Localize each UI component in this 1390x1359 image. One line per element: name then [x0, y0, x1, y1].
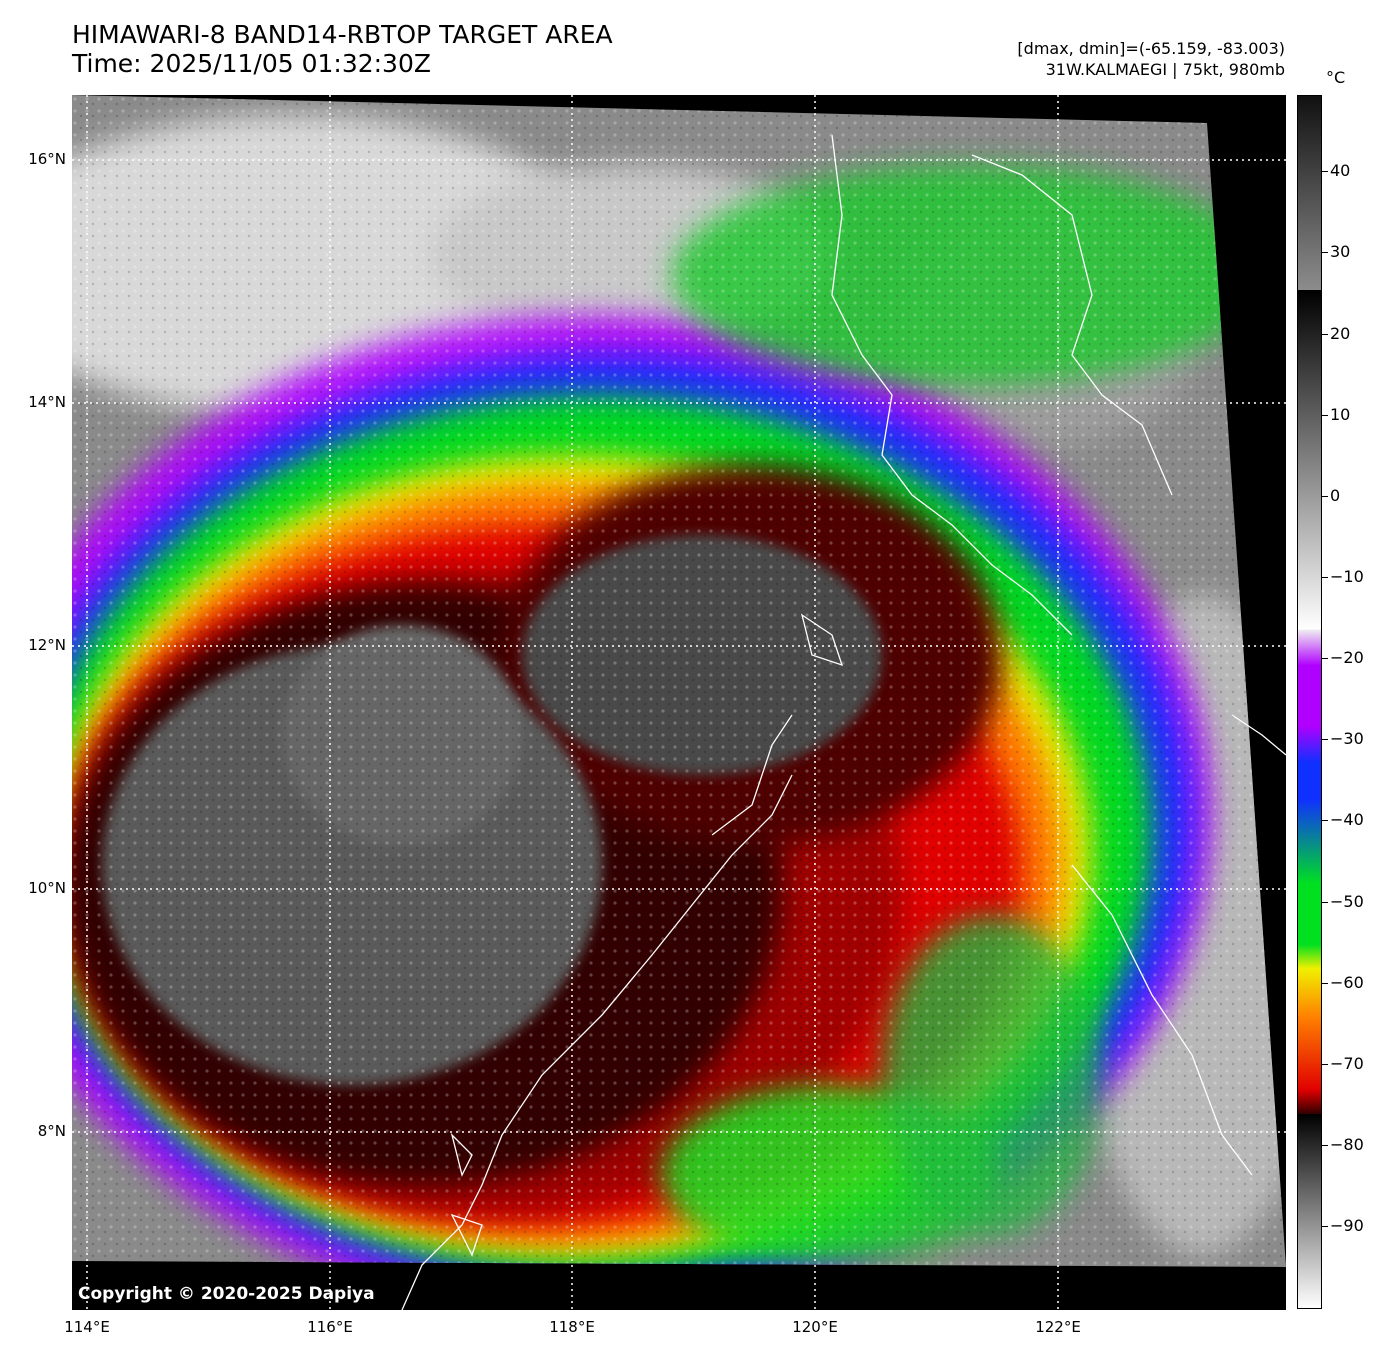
lon-label-114e: 114°E — [64, 1318, 110, 1336]
lon-label-116e: 116°E — [307, 1318, 353, 1336]
colorbar-tick-label: −20 — [1330, 648, 1364, 668]
storm-name-intensity: 31W.KALMAEGI | 75kt, 980mb — [1045, 60, 1285, 79]
lon-label-120e: 120°E — [792, 1318, 838, 1336]
lat-label-12n: 12°N — [28, 636, 66, 654]
colorbar-tick-label: −30 — [1330, 729, 1364, 749]
colorbar-tick-label: 20 — [1330, 323, 1351, 343]
colorbar-tick-mark — [1322, 495, 1328, 497]
lat-label-10n: 10°N — [28, 879, 66, 897]
colorbar-tick-mark — [1322, 577, 1328, 579]
colorbar-tick-label: 10 — [1330, 404, 1351, 424]
colorbar-tick-label: −50 — [1330, 891, 1364, 911]
storm-info: [dmax, dmin]=(-65.159, -83.003) 31W.KALM… — [1017, 38, 1285, 80]
colorbar-tick-mark — [1322, 252, 1328, 254]
chart-title: HIMAWARI-8 BAND14-RBTOP TARGET AREA Time… — [72, 20, 613, 78]
colorbar-tick-label: −10 — [1330, 567, 1364, 587]
lon-label-122e: 122°E — [1035, 1318, 1081, 1336]
cloud-top-field — [72, 95, 1286, 1267]
temperature-colorbar — [1297, 95, 1322, 1309]
colorbar-tick-mark — [1322, 739, 1328, 741]
colorbar-tick-mark — [1322, 333, 1328, 335]
colorbar-tick-mark — [1322, 1063, 1328, 1065]
dmax-dmin-readout: [dmax, dmin]=(-65.159, -83.003) — [1017, 39, 1285, 58]
lat-label-16n: 16°N — [28, 150, 66, 168]
colorbar-tick-label: 30 — [1330, 242, 1351, 262]
colorbar-tick-mark — [1322, 1145, 1328, 1147]
coastlines — [401, 134, 1286, 1310]
colorbar-tick-label: −40 — [1330, 810, 1364, 830]
colorbar-tick-mark — [1322, 820, 1328, 822]
title-line-1: HIMAWARI-8 BAND14-RBTOP TARGET AREA — [72, 20, 613, 49]
colorbar-tick-label: 0 — [1330, 485, 1341, 505]
colorbar-tick-label: −60 — [1330, 972, 1364, 992]
colorbar-unit: °C — [1326, 68, 1346, 87]
colorbar-tick-label: −80 — [1330, 1135, 1364, 1155]
lon-label-118e: 118°E — [549, 1318, 595, 1336]
satellite-image — [72, 95, 1286, 1310]
colorbar-tick-mark — [1322, 414, 1328, 416]
lat-label-8n: 8°N — [37, 1122, 66, 1140]
colorbar-tick-mark — [1322, 171, 1328, 173]
copyright-notice: Copyright © 2020-2025 Dapiya — [78, 1284, 375, 1304]
colorbar-tick-mark — [1322, 901, 1328, 903]
colorbar-tick-mark — [1322, 658, 1328, 660]
graticule — [72, 95, 1286, 1310]
lat-label-14n: 14°N — [28, 393, 66, 411]
colorbar-tick-mark — [1322, 982, 1328, 984]
colorbar-tick-mark — [1322, 1226, 1328, 1228]
colorbar-tick-label: −70 — [1330, 1053, 1364, 1073]
colorbar-tick-label: 40 — [1330, 161, 1351, 181]
colorbar-tick-label: −90 — [1330, 1216, 1364, 1236]
satellite-map: Copyright © 2020-2025 Dapiya — [72, 95, 1286, 1310]
title-line-2: Time: 2025/11/05 01:32:30Z — [72, 49, 431, 78]
